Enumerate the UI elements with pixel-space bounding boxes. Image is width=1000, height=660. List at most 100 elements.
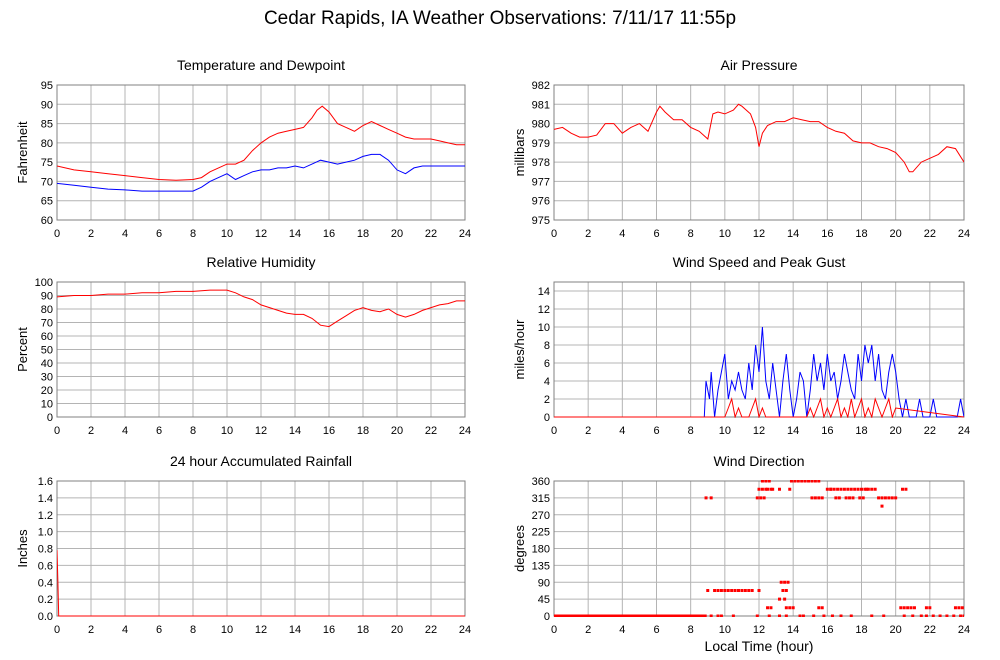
data-point [570,614,574,617]
data-point [690,614,694,617]
data-point [919,614,923,617]
chart-title: Relative Humidity [207,254,316,270]
data-point [880,496,884,500]
data-point [675,614,679,617]
data-point [883,496,887,500]
y-tick-label: 50 [41,345,53,357]
series-line-1 [57,153,465,192]
data-point [769,606,773,610]
y-axis-label: Percent [15,327,30,372]
data-point [788,487,792,491]
data-point [649,614,653,617]
chart-title: Air Pressure [720,57,797,73]
data-point [606,614,610,617]
x-tick-label: 4 [619,624,625,636]
data-point [870,614,874,617]
data-point [865,487,869,491]
data-point [812,614,816,617]
data-point [880,504,884,508]
y-tick-label: 45 [538,594,550,606]
data-point [719,614,723,617]
series-line-0 [57,550,465,617]
y-tick-label: 80 [41,304,53,316]
chart-title: Temperature and Dewpoint [177,57,345,73]
y-axis-label: Fahrenheit [15,121,30,184]
data-point [764,487,768,491]
x-tick-label: 10 [221,624,233,636]
data-point [639,614,643,617]
x-tick-label: 16 [323,228,335,240]
y-tick-label: 0.6 [38,560,53,572]
data-point [593,614,597,617]
x-tick-label: 24 [958,624,970,636]
data-point [755,496,759,500]
y-tick-label: 70 [41,318,53,330]
x-tick-label: 2 [88,228,94,240]
data-point [743,589,747,592]
x-tick-label: 6 [653,228,659,240]
data-point [960,606,964,610]
data-point [784,614,788,617]
data-point [719,589,723,592]
y-axis-label: degrees [512,525,527,572]
y-tick-label: 10 [41,399,53,411]
data-point [938,614,942,617]
data-point [813,496,817,500]
data-point [652,614,656,617]
data-point [766,606,770,610]
data-point [634,614,638,617]
data-point [783,580,787,584]
data-point [778,487,781,491]
data-point [767,480,771,483]
series-line-0 [57,105,465,181]
y-tick-label: 981 [532,99,550,111]
data-point [755,614,759,617]
data-point [810,480,814,483]
data-point [565,614,569,617]
x-tick-label: 20 [890,624,902,636]
data-point [704,496,708,500]
data-point [952,614,956,617]
x-tick-label: 6 [156,228,162,240]
y-tick-label: 1.4 [38,493,53,505]
chart-temp: Temperature and Dewpoint6065707580859095… [15,57,471,240]
chart-title: 24 hour Accumulated Rainfall [170,453,352,469]
data-point [803,480,807,483]
data-point [759,496,763,500]
y-tick-label: 95 [41,80,53,92]
x-tick-label: 14 [289,624,301,636]
data-point [588,614,592,617]
x-tick-label: 18 [855,228,867,240]
data-point [863,487,867,491]
y-tick-label: 80 [41,138,53,150]
data-point [830,614,834,617]
x-tick-label: 12 [753,624,765,636]
y-tick-label: 0 [47,412,53,424]
data-point [924,606,928,610]
data-point [856,487,860,491]
x-tick-label: 24 [958,425,970,437]
data-point [789,480,793,483]
data-point [771,487,775,491]
data-point [637,614,641,617]
data-point [957,606,961,610]
data-point [825,487,829,491]
data-point [853,487,857,491]
y-tick-label: 6 [544,358,550,370]
data-point [644,614,648,617]
y-tick-label: 30 [41,372,53,384]
y-tick-label: 975 [532,215,550,227]
data-point [762,496,766,500]
data-point [953,606,957,610]
x-tick-label: 4 [619,425,625,437]
data-point [731,614,735,617]
data-point [683,614,687,617]
data-point [887,496,891,500]
data-point [614,614,617,617]
data-point [846,487,850,491]
plot-frame [56,84,466,221]
data-point [580,614,584,617]
data-point [902,606,906,610]
data-point [784,589,788,592]
